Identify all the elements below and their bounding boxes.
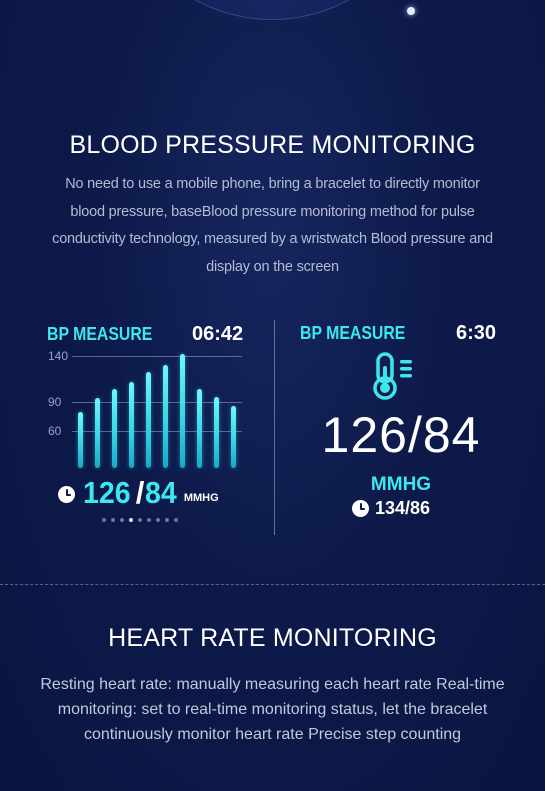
axis-label-60: 60 [48,423,62,438]
chart-bar [146,372,151,468]
decorative-arc [112,0,432,20]
page-dot [111,518,115,522]
axis-label-90: 90 [48,395,62,410]
chart-bar [231,406,236,468]
systolic-value: 126 [83,475,131,510]
clock-icon [58,486,75,503]
page-indicator [102,518,178,522]
left-panel-label: BP MEASURE [47,324,153,344]
section-divider [0,584,545,585]
chart-bar [180,353,185,468]
clock-icon [352,500,369,517]
chart-bar [129,381,134,468]
bp-section-description: No need to use a mobile phone, bring a b… [52,176,493,275]
gridline-60 [72,430,242,432]
diastolic-value: 84 [145,475,178,510]
page-dot [156,518,160,522]
reading-separator: / [135,475,145,510]
chart-bar [214,396,219,468]
bp-bar-chart [72,348,242,468]
page-dot [165,518,169,522]
page-dot [147,518,151,522]
chart-bar [95,397,100,468]
left-reading: 126 / 84 MMHG [58,474,219,510]
hr-section-description: Resting heart rate: manually measuring e… [40,676,505,743]
hr-section-title: HEART RATE MONITORING [108,624,437,652]
right-panel-time: 6:30 [456,322,497,344]
page-dot [120,518,124,522]
bp-section-title: BLOOD PRESSURE MONITORING [69,131,476,159]
chart-bar [197,389,202,468]
previous-reading-value: 134/86 [375,498,431,518]
thermometer-icon [373,352,412,400]
right-unit-label: MMHG [370,474,432,495]
page-dot [138,518,142,522]
right-panel-label: BP MEASURE [300,323,406,343]
decorative-dot [407,7,415,15]
panel-divider [274,320,275,535]
right-reading-value: 126/84 [321,407,481,463]
chart-bar [78,411,83,468]
page-dot [129,518,133,522]
left-unit-label: MMHG [183,492,219,504]
gridline-90 [72,402,242,404]
left-panel-time: 06:42 [192,323,244,345]
axis-label-140: 140 [48,348,69,363]
gridline-140 [72,355,242,357]
previous-reading: 134/86 [352,498,430,519]
page-dot [174,518,178,522]
page-dot [102,518,106,522]
chart-bar [163,364,168,468]
chart-bar [112,389,117,468]
